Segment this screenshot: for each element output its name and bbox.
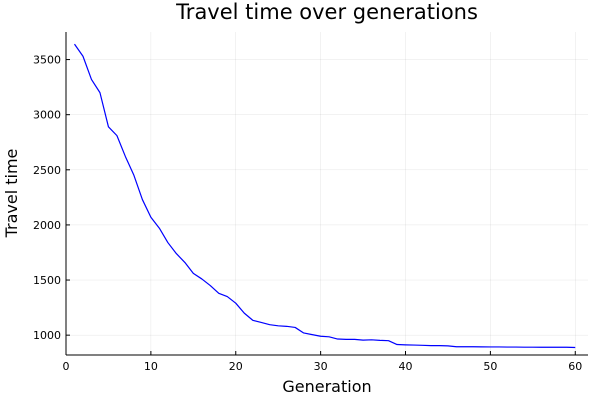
grid-lines: [65, 32, 588, 355]
x-tick-label: 30: [314, 360, 328, 373]
ticks: 0 10 20 30 40 50 60 1000 1500 2000 2500 3000 3500: [33, 54, 582, 373]
x-axis-label: Generation: [282, 377, 371, 396]
y-tick-label: 3000: [33, 109, 61, 122]
chart-title: Travel time over generations: [175, 0, 478, 24]
y-tick-label: 1000: [33, 329, 61, 342]
x-tick-label: 10: [144, 360, 158, 373]
y-tick-label: 2500: [33, 164, 61, 177]
series-group: [73, 43, 576, 349]
y-tick-label: 3500: [33, 54, 61, 67]
x-tick-label: 60: [568, 360, 582, 373]
axes: [65, 32, 588, 356]
x-tick-label: 0: [63, 360, 70, 373]
y-tick-label: 1500: [33, 274, 61, 287]
x-tick-label: 40: [399, 360, 413, 373]
x-tick-label: 20: [229, 360, 243, 373]
y-tick-label: 2000: [33, 219, 61, 232]
x-tick-label: 50: [483, 360, 497, 373]
series-line: [73, 43, 576, 349]
y-axis-label: Travel time: [2, 149, 21, 239]
